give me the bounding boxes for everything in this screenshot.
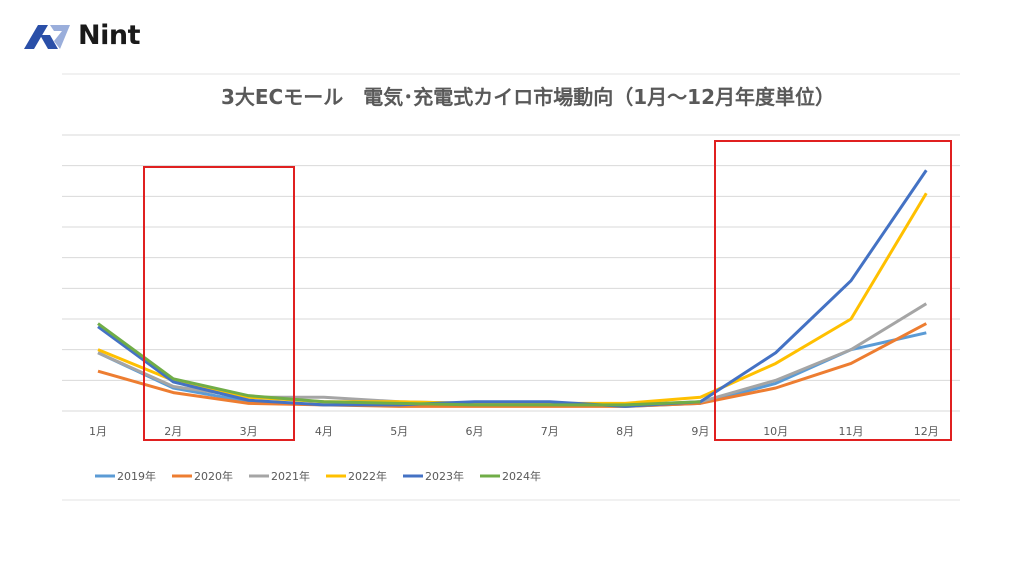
nint-logo: Nint xyxy=(24,20,140,51)
x-tick-label: 3月 xyxy=(240,425,258,438)
x-tick-labels: 1月 2月 3月 4月 5月 6月 7月 8月 9月 10月 11月 12月 xyxy=(89,425,939,438)
legend-label: 2019年 xyxy=(117,469,156,483)
x-tick-label: 7月 xyxy=(541,425,559,438)
nint-logo-mark-icon xyxy=(24,24,70,49)
series-line-2020年 xyxy=(97,322,928,408)
series-line-2023年 xyxy=(97,169,928,408)
series-line-2024年 xyxy=(97,322,701,407)
legend-label: 2023年 xyxy=(425,469,464,483)
x-tick-label: 5月 xyxy=(390,425,408,438)
legend-item: 2019年 xyxy=(95,469,156,483)
legend: 2019年 2020年 2021年 2022年 2023年 2024年 xyxy=(95,469,541,483)
legend-item: 2023年 xyxy=(403,469,464,483)
legend-item: 2022年 xyxy=(326,469,387,483)
chart-title: 3大ECモール 電気･充電式カイロ市場動向（1月～12月年度単位） xyxy=(221,85,835,109)
highlight-boxes xyxy=(143,140,952,441)
x-tick-label: 2月 xyxy=(164,425,182,438)
legend-label: 2024年 xyxy=(502,469,541,483)
x-tick-label: 6月 xyxy=(466,425,484,438)
x-tick-label: 9月 xyxy=(691,425,709,438)
legend-item: 2020年 xyxy=(172,469,233,483)
highlight-box-10月-12月 xyxy=(714,140,952,441)
legend-label: 2022年 xyxy=(348,469,387,483)
x-tick-label: 10月 xyxy=(763,425,788,438)
legend-item: 2024年 xyxy=(480,469,541,483)
legend-item: 2021年 xyxy=(249,469,310,483)
gridlines xyxy=(62,134,960,412)
x-tick-label: 1月 xyxy=(89,425,107,438)
legend-label: 2021年 xyxy=(271,469,310,483)
x-tick-label: 8月 xyxy=(616,425,634,438)
highlight-box-2月-3月 xyxy=(143,166,295,441)
x-tick-label: 4月 xyxy=(315,425,333,438)
x-tick-label: 11月 xyxy=(839,425,864,438)
series-lines xyxy=(97,169,928,408)
logo-text: Nint xyxy=(78,20,140,51)
x-tick-label: 12月 xyxy=(914,425,939,438)
legend-label: 2020年 xyxy=(194,469,233,483)
